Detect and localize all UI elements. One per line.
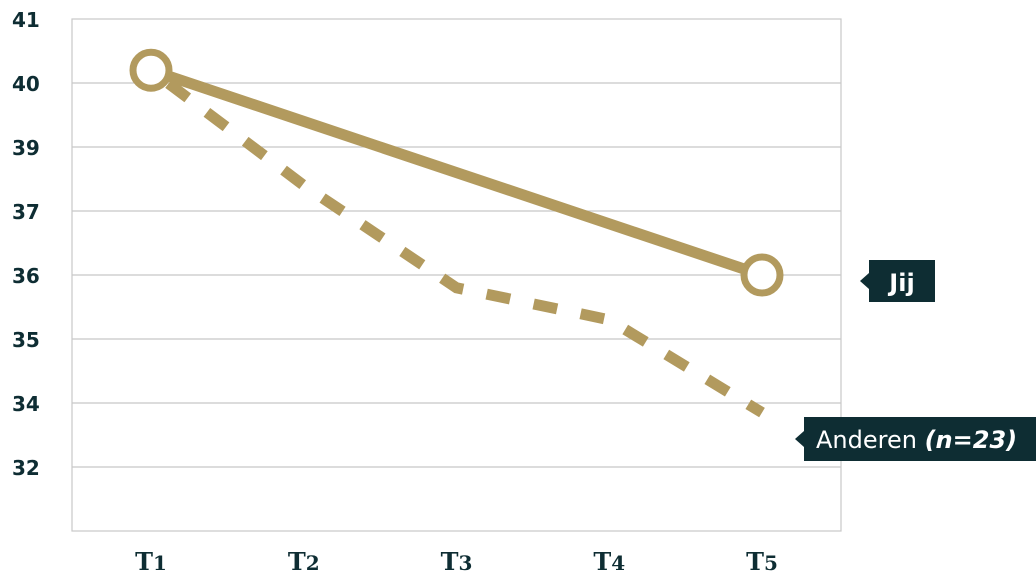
series-label-anderen: Anderen (n=23) <box>795 417 1036 461</box>
series <box>129 48 784 418</box>
y-tick-label: 40 <box>12 72 40 96</box>
series-label-jij-box <box>869 260 935 302</box>
y-tick-label: 41 <box>12 8 40 32</box>
x-tick-label: T2 <box>288 547 320 574</box>
x-tick-label-suffix: 5 <box>764 551 778 574</box>
y-tick-label: 37 <box>12 200 40 224</box>
x-tick-label: T3 <box>441 547 473 574</box>
series-label-jij-text: Jij <box>887 269 914 297</box>
x-tick-label-suffix: 2 <box>306 551 320 574</box>
series-label-anderen-pointer <box>795 431 804 447</box>
x-tick-label-suffix: 1 <box>153 551 167 574</box>
y-tick-label: 36 <box>12 264 40 288</box>
series-label-jij: Jij <box>860 260 935 302</box>
x-tick-label: T5 <box>746 547 778 574</box>
x-tick-label: T4 <box>593 547 625 574</box>
y-tick-label: 32 <box>12 456 40 480</box>
series-label-jij-pointer <box>860 273 869 289</box>
y-tick-label: 35 <box>12 328 40 352</box>
x-axis-ticks: T1 T2 T3 T4 T5 <box>135 547 778 574</box>
y-tick-label: 34 <box>12 392 40 416</box>
series-labels: Jij Anderen (n=23) <box>795 260 1036 461</box>
data-point-marker <box>740 253 784 297</box>
x-tick-label-suffix: 4 <box>611 551 625 574</box>
series-line-jij <box>149 64 764 281</box>
data-point-marker <box>129 48 173 92</box>
x-tick-label-suffix: 3 <box>458 551 472 574</box>
y-tick-label: 39 <box>12 136 40 160</box>
series-label-anderen-suffix: (n=23) <box>925 426 1018 454</box>
y-axis-ticks: 41 40 39 37 36 35 34 32 <box>12 8 40 480</box>
series-label-anderen-text: Anderen (n=23) <box>816 426 1017 454</box>
series-label-anderen-box <box>804 417 1036 461</box>
x-tick-label: T1 <box>135 547 167 574</box>
grid <box>71 18 842 532</box>
series-line-anderen <box>147 65 765 418</box>
